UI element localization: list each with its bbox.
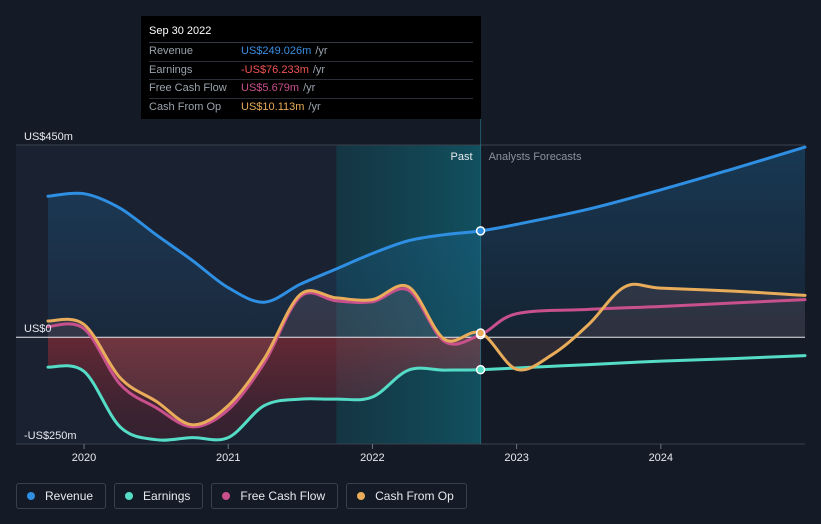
tooltip-label: Cash From Op bbox=[149, 100, 222, 113]
series-line-cash-from-op bbox=[46, 282, 807, 427]
legend-dot-icon bbox=[125, 492, 134, 500]
tooltip-unit: /yr bbox=[312, 63, 326, 76]
tooltip-unit: /yr bbox=[303, 82, 316, 94]
legend-item-cash-from-op[interactable]: Cash From Op bbox=[346, 483, 467, 509]
data-point bbox=[475, 226, 486, 236]
tooltip-label: Revenue bbox=[149, 45, 194, 57]
tooltip-value: -US$76.233m bbox=[241, 63, 309, 76]
legend-dot-icon bbox=[27, 492, 35, 500]
tooltip-value: US$5.679m bbox=[241, 82, 300, 94]
x-tick-label: 2021 bbox=[216, 452, 240, 464]
tooltip-label: Free Cash Flow bbox=[149, 82, 227, 94]
earnings-area bbox=[48, 337, 481, 441]
tooltip-row-earnings: Earnings -US$76.233m /yr bbox=[149, 62, 473, 80]
x-tick-label: 2020 bbox=[72, 452, 96, 464]
x-tick-label: 2023 bbox=[504, 452, 528, 464]
legend-item-free-cash-flow[interactable]: Free Cash Flow bbox=[211, 483, 339, 509]
series-line-free-cash-flow bbox=[46, 287, 807, 429]
legend-label: Revenue bbox=[45, 489, 94, 503]
past-label: Past bbox=[451, 151, 473, 163]
tooltip-unit: /yr bbox=[315, 45, 328, 57]
x-tick-label: 2022 bbox=[360, 452, 384, 464]
tooltip-value: US$10.113m bbox=[241, 100, 305, 113]
legend-label: Free Cash Flow bbox=[240, 489, 326, 503]
legend-item-revenue[interactable]: Revenue bbox=[16, 483, 107, 509]
y-tick-label: -US$250m bbox=[24, 430, 77, 442]
tooltip-date: Sep 30 2022 bbox=[149, 24, 473, 43]
tooltip-label: Earnings bbox=[149, 63, 193, 76]
data-point bbox=[475, 328, 486, 338]
series-line-earnings bbox=[46, 354, 807, 442]
y-tick-label: US$450m bbox=[24, 131, 73, 143]
legend-label: Cash From Op bbox=[375, 489, 454, 503]
legend: Revenue Earnings Free Cash Flow Cash Fro… bbox=[16, 483, 467, 511]
legend-label: Earnings bbox=[143, 489, 191, 503]
tooltip: Sep 30 2022 Revenue US$249.026m /yr Earn… bbox=[141, 16, 481, 119]
cash-from-op-area bbox=[48, 284, 805, 425]
data-point bbox=[475, 364, 486, 375]
legend-dot-icon bbox=[222, 492, 231, 500]
tooltip-row-free-cash-flow: Free Cash Flow US$5.679m /yr bbox=[149, 80, 473, 99]
tooltip-value: US$249.026m bbox=[241, 45, 312, 57]
tooltip-unit: /yr bbox=[308, 100, 321, 113]
y-tick-label: US$0 bbox=[24, 323, 52, 335]
forecast-label: Analysts Forecasts bbox=[489, 151, 582, 163]
series-line-revenue bbox=[46, 145, 807, 304]
revenue-area bbox=[48, 147, 805, 338]
legend-dot-icon bbox=[357, 492, 366, 500]
tooltip-row-cash-from-op: Cash From Op US$10.113m /yr bbox=[149, 99, 473, 117]
legend-item-earnings[interactable]: Earnings bbox=[114, 483, 204, 509]
x-tick-label: 2024 bbox=[649, 452, 673, 464]
tooltip-row-revenue: Revenue US$249.026m /yr bbox=[149, 43, 473, 62]
